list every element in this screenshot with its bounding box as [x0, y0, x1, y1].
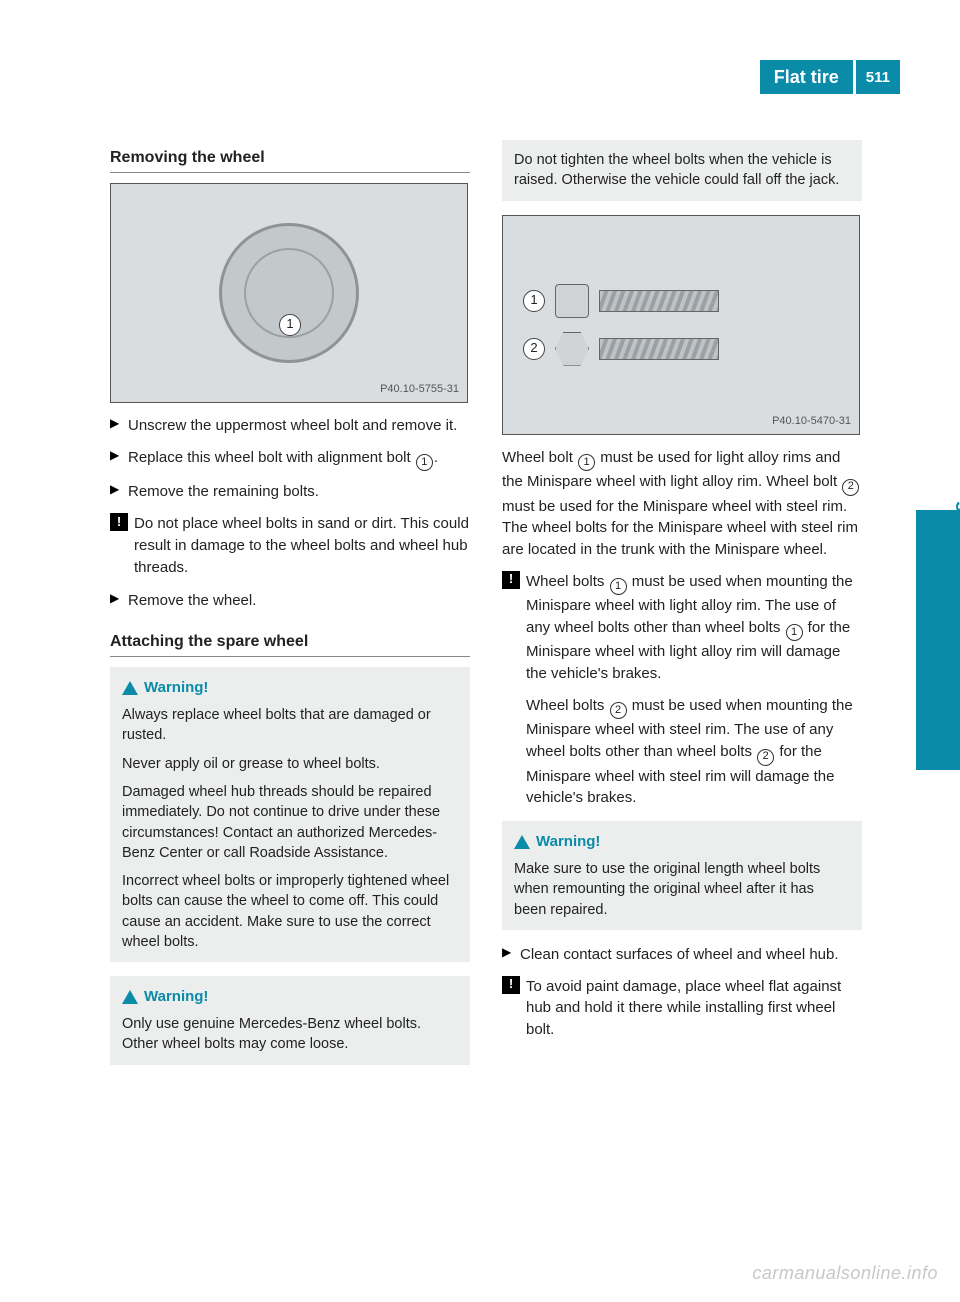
warning-box: Warning! Only use genuine Mercedes-Benz … — [110, 976, 470, 1064]
warning-label: Warning! — [144, 677, 208, 699]
wheel-illustration — [219, 223, 359, 363]
watermark: carmanualsonline.info — [752, 1263, 938, 1284]
figure-code: P40.10-5470-31 — [772, 414, 851, 430]
figure-code: P40.10-5755-31 — [380, 382, 459, 398]
warning-text: Never apply oil or grease to wheel bolts… — [122, 754, 458, 774]
bolt-row-1: 1 — [523, 284, 839, 318]
page: Flat tire 511 Practical hints Removing t… — [0, 0, 960, 1302]
warning-box: Warning! Make sure to use the original l… — [502, 821, 862, 930]
callout-1-inline-icon: 1 — [610, 578, 627, 595]
chapter-title: Flat tire — [760, 60, 853, 94]
warning-text: Make sure to use the original length whe… — [514, 859, 850, 920]
step-item: ▶ Replace this wheel bolt with alignment… — [110, 447, 470, 471]
callout-2-inline-icon: 2 — [610, 702, 627, 719]
bolt-shaft-icon — [599, 338, 719, 360]
text-fragment: must be used for the Minispare wheel wit… — [502, 498, 858, 559]
warning-text: Damaged wheel hub threads should be repa… — [122, 782, 458, 863]
callout-2-inline-icon: 2 — [757, 749, 774, 766]
warning-box: Warning! Always replace wheel bolts that… — [110, 667, 470, 962]
callout-1-icon: 1 — [523, 290, 545, 312]
step-marker-icon: ▶ — [110, 415, 128, 437]
warning-text: Always replace wheel bolts that are dama… — [122, 705, 458, 746]
text-fragment: Wheel bolts — [526, 697, 609, 714]
heading-attaching-spare: Attaching the spare wheel — [110, 630, 470, 657]
bolt-row-2: 2 — [523, 332, 839, 366]
text-fragment: Wheel bolts — [526, 573, 609, 590]
warning-heading: Warning! — [514, 831, 850, 853]
step-item: ▶ Remove the wheel. — [110, 590, 470, 612]
step-item: ▶ Remove the remaining bolts. — [110, 481, 470, 503]
text-fragment: Wheel bolt — [502, 449, 577, 466]
step-marker-icon: ▶ — [110, 590, 128, 612]
step-text: Unscrew the uppermost wheel bolt and rem… — [128, 415, 470, 437]
note-text: To avoid paint damage, place wheel flat … — [526, 976, 862, 1041]
text-fragment: . — [434, 449, 438, 466]
text-fragment: Replace this wheel bolt with alignment b… — [128, 449, 415, 466]
note-box: ! Do not place wheel bolts in sand or di… — [110, 513, 470, 578]
figure-wheel-on-jack: 1 P40.10-5755-31 — [110, 183, 468, 403]
step-text: Clean contact surfaces of wheel and whee… — [520, 944, 862, 966]
callout-1-inline-icon: 1 — [786, 624, 803, 641]
warning-label: Warning! — [144, 986, 208, 1008]
note-box: ! To avoid paint damage, place wheel fla… — [502, 976, 862, 1041]
warning-box-continued: Do not tighten the wheel bolts when the … — [502, 140, 862, 201]
column-right: Do not tighten the wheel bolts when the … — [502, 140, 862, 1079]
callout-1-inline-icon: 1 — [578, 454, 595, 471]
warning-heading: Warning! — [122, 986, 458, 1008]
warning-triangle-icon — [122, 681, 138, 695]
warning-text: Only use genuine Mercedes-Benz wheel bol… — [122, 1014, 458, 1055]
warning-label: Warning! — [536, 831, 600, 853]
note-text: Do not place wheel bolts in sand or dirt… — [134, 513, 470, 578]
note-exclaim-icon: ! — [502, 571, 520, 589]
step-item: ▶ Unscrew the uppermost wheel bolt and r… — [110, 415, 470, 437]
body-paragraph: Wheel bolt 1 must be used for light allo… — [502, 447, 862, 561]
callout-1-inline-icon: 1 — [416, 454, 433, 471]
step-text: Remove the wheel. — [128, 590, 470, 612]
warning-text: Incorrect wheel bolts or improperly tigh… — [122, 871, 458, 952]
content-columns: Removing the wheel 1 P40.10-5755-31 ▶ Un… — [110, 140, 900, 1079]
column-left: Removing the wheel 1 P40.10-5755-31 ▶ Un… — [110, 140, 470, 1079]
note-exclaim-icon: ! — [502, 976, 520, 994]
callout-1-icon: 1 — [279, 314, 301, 336]
bolt-head-icon — [555, 284, 589, 318]
note-exclaim-icon: ! — [110, 513, 128, 531]
figure-wheel-bolts: 1 2 P40.10-5470-31 — [502, 215, 860, 435]
warning-triangle-icon — [122, 990, 138, 1004]
page-number: 511 — [856, 60, 900, 94]
warning-heading: Warning! — [122, 677, 458, 699]
bolt-hex-head-icon — [555, 332, 589, 366]
section-side-label: Practical hints — [948, 500, 960, 658]
note-text: Wheel bolts 1 must be used when mounting… — [526, 571, 862, 809]
step-text: Replace this wheel bolt with alignment b… — [128, 447, 470, 471]
step-marker-icon: ▶ — [502, 944, 520, 966]
callout-2-inline-icon: 2 — [842, 479, 859, 496]
callout-2-icon: 2 — [523, 338, 545, 360]
step-marker-icon: ▶ — [110, 481, 128, 503]
note-box: ! Wheel bolts 1 must be used when mounti… — [502, 571, 862, 809]
page-header: Flat tire 511 — [760, 60, 900, 94]
warning-triangle-icon — [514, 835, 530, 849]
warning-text: Do not tighten the wheel bolts when the … — [514, 150, 850, 191]
bolt-shaft-icon — [599, 290, 719, 312]
heading-removing-wheel: Removing the wheel — [110, 146, 470, 173]
step-text: Remove the remaining bolts. — [128, 481, 470, 503]
step-marker-icon: ▶ — [110, 447, 128, 471]
step-item: ▶ Clean contact surfaces of wheel and wh… — [502, 944, 862, 966]
